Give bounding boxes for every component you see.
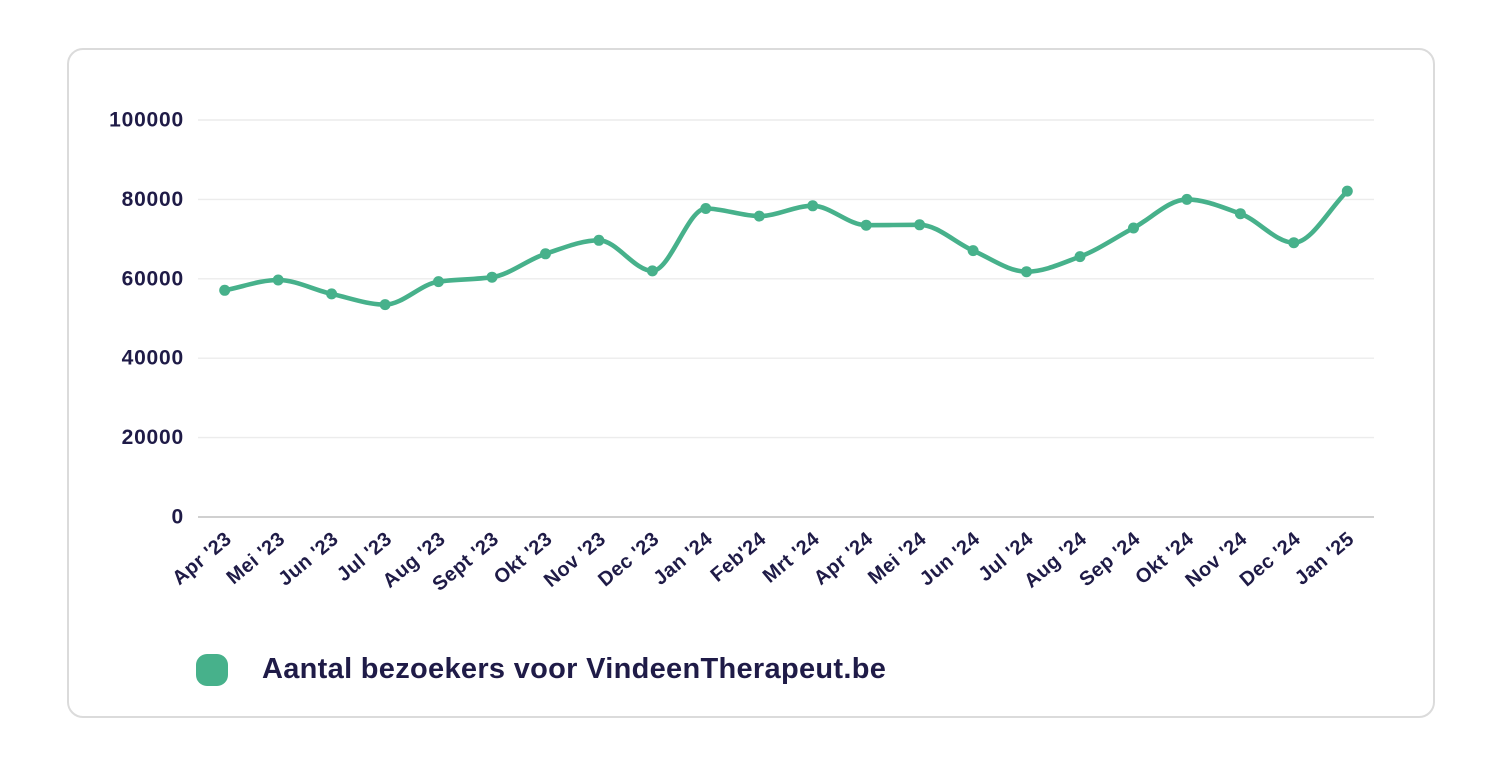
x-tick-label: Sep '24 <box>1075 528 1145 591</box>
data-point[interactable] <box>807 200 819 212</box>
data-point[interactable] <box>700 203 712 214</box>
data-point[interactable] <box>1181 193 1193 205</box>
data-point[interactable] <box>272 274 284 286</box>
x-tick-label: Jun '23 <box>274 528 342 590</box>
legend[interactable]: Aantal bezoekers voor VindeenTherapeut.b… <box>196 653 886 686</box>
data-line <box>222 188 1350 307</box>
x-tick-label: Dec '24 <box>1236 528 1306 591</box>
y-tick-label: 40000 <box>122 347 184 370</box>
data-point[interactable] <box>593 234 605 246</box>
y-tick-label: 20000 <box>122 426 184 449</box>
data-point[interactable] <box>433 276 444 288</box>
data-point[interactable] <box>326 288 338 300</box>
x-tick-label: Apr '23 <box>168 528 236 590</box>
data-point[interactable] <box>379 299 391 311</box>
data-point[interactable] <box>914 219 926 231</box>
data-point[interactable] <box>860 219 872 231</box>
data-point[interactable] <box>219 284 231 296</box>
x-tick-label: Jan '24 <box>649 528 717 590</box>
data-point[interactable] <box>1288 237 1300 249</box>
data-point[interactable] <box>540 248 551 260</box>
legend-marker <box>196 653 228 686</box>
x-tick-label: Dec '23 <box>594 528 663 591</box>
data-point[interactable] <box>967 245 979 257</box>
y-tick-label: 100000 <box>109 109 184 132</box>
data-point[interactable] <box>486 271 498 283</box>
legend-label: Aantal bezoekers voor VindeenTherapeut.b… <box>262 653 887 685</box>
y-tick-label: 80000 <box>122 188 184 211</box>
data-point[interactable] <box>1128 222 1139 234</box>
data-point[interactable] <box>1234 208 1246 220</box>
y-tick-label: 0 <box>172 506 184 529</box>
data-point[interactable] <box>1021 266 1032 278</box>
x-tick-label: Apr '24 <box>810 528 878 590</box>
y-tick-label: 60000 <box>122 267 184 290</box>
x-tick-label: Jun '24 <box>916 528 985 591</box>
data-point[interactable] <box>1074 251 1086 263</box>
x-tick-label: Feb'24 <box>707 528 771 587</box>
data-point[interactable] <box>1341 185 1353 197</box>
data-point[interactable] <box>753 210 765 222</box>
data-point[interactable] <box>646 265 658 277</box>
x-tick-label: Jan '25 <box>1291 528 1359 590</box>
chart-card <box>67 48 1435 718</box>
